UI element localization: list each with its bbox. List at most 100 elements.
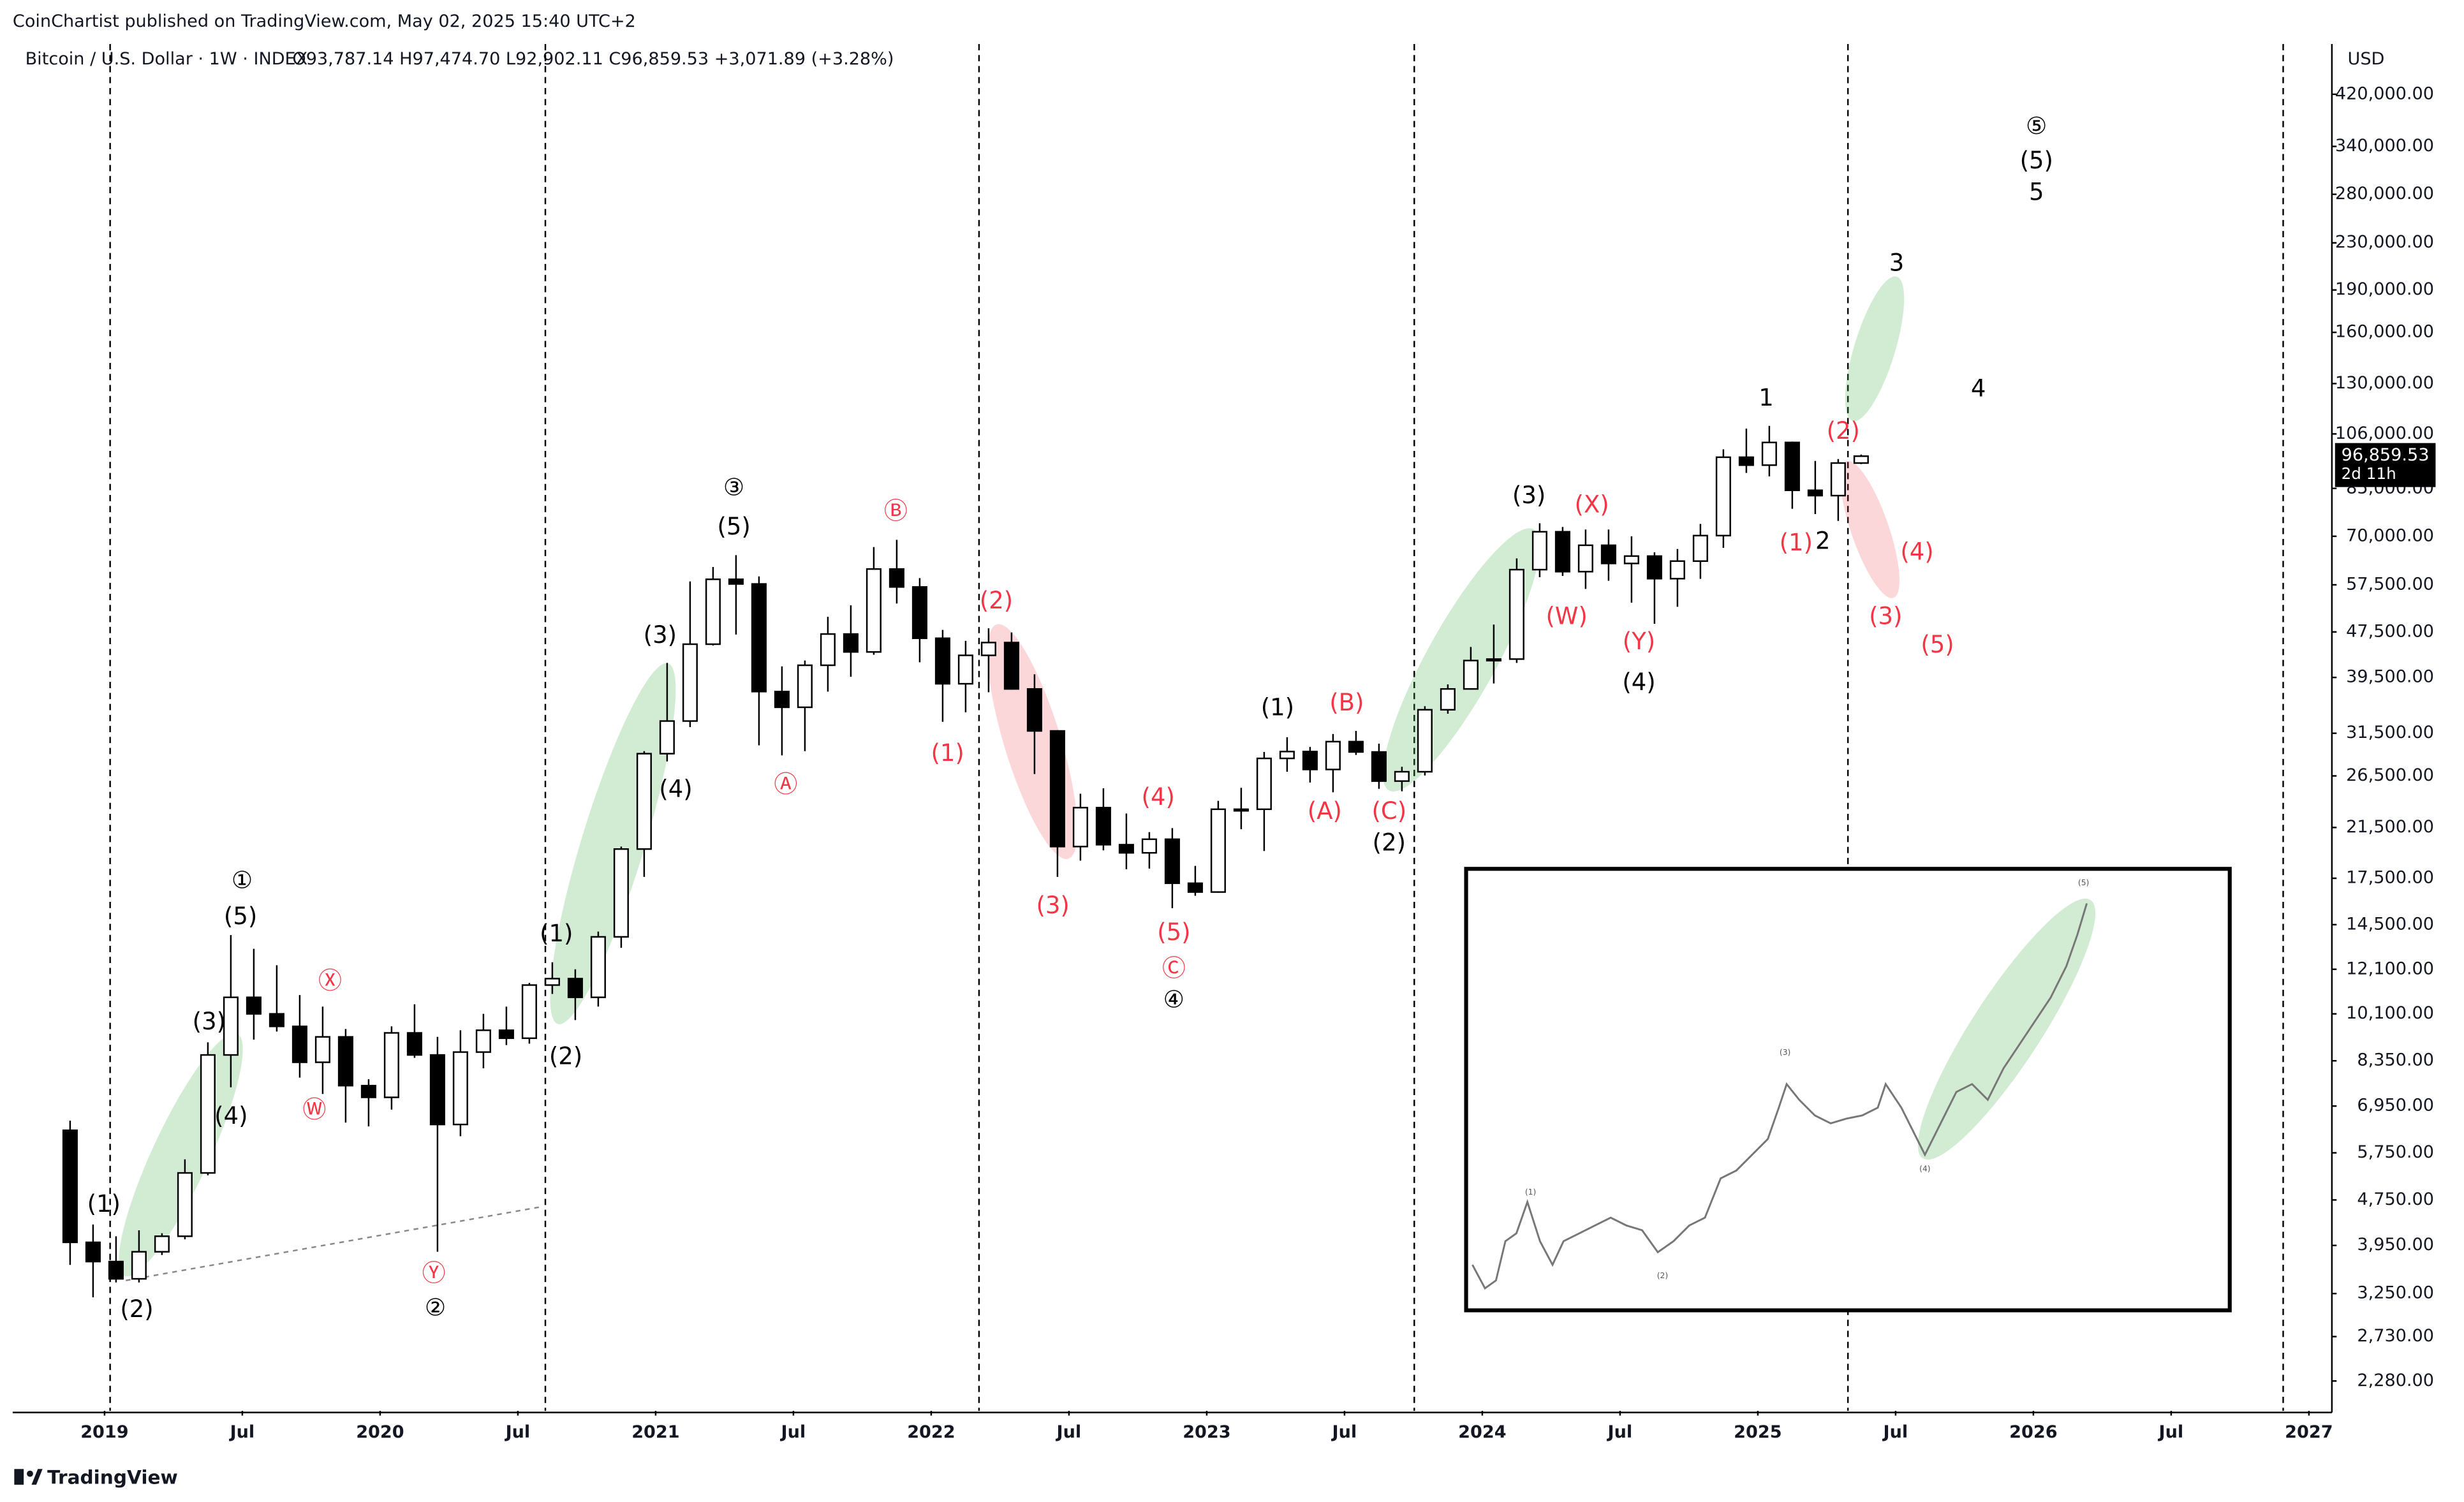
wave-label: (1)	[1261, 693, 1294, 721]
trend-line	[126, 1205, 543, 1281]
candle-body	[1325, 740, 1341, 770]
y-tick-label: 12,100.00	[2346, 959, 2434, 978]
wave-label: (Y)	[1623, 628, 1655, 655]
brand-logo	[27, 1470, 33, 1477]
wave-label: (3)	[193, 1008, 226, 1035]
y-tick-label: 160,000.00	[2335, 322, 2434, 342]
y-tick-label: 130,000.00	[2335, 373, 2434, 393]
candle-body	[980, 642, 996, 656]
y-tick-label: 6,950.00	[2357, 1096, 2434, 1115]
wave-label: (B)	[1329, 689, 1364, 716]
wave-label: (3)	[1869, 603, 1902, 630]
wave-label: (2)	[120, 1295, 153, 1323]
candle-body	[613, 848, 629, 938]
inset-label: (2)	[1657, 1271, 1668, 1280]
symbol: Bitcoin / U.S. Dollar · 1W · INDEX	[26, 49, 308, 69]
currency: USD	[2348, 49, 2385, 69]
candle-body	[314, 1036, 330, 1063]
wave-label: (A)	[1308, 797, 1342, 825]
candle-body	[62, 1129, 78, 1244]
candle-body	[383, 1032, 399, 1098]
y-tick-label: 31,500.00	[2346, 723, 2434, 742]
inset-frame	[1464, 867, 2232, 1313]
y-tick-label: 8,350.00	[2357, 1050, 2434, 1070]
candle-body	[1302, 751, 1318, 770]
x-tick-label: Jul	[1331, 1422, 1357, 1442]
candle-body	[360, 1084, 376, 1098]
candle-body	[659, 720, 675, 755]
candle-body	[1531, 531, 1547, 571]
wave-label: ③	[723, 474, 744, 501]
candle-body	[820, 633, 836, 666]
wave-label: (4)	[1622, 668, 1655, 696]
price-axis-bg	[2331, 0, 2464, 1502]
x-tick-label: 2026	[2009, 1422, 2057, 1442]
wave-label: (4)	[1142, 783, 1175, 811]
wave-label: (2)	[980, 587, 1013, 614]
last-price: 96,859.53	[2342, 445, 2430, 465]
wave-label: (5)	[717, 513, 750, 540]
candle-body	[1233, 808, 1249, 812]
candle-body	[544, 978, 560, 986]
candle-body	[85, 1241, 101, 1263]
axes: 420,000.00 340,000.00 280,000.00 230,000.00…	[80, 84, 2434, 1442]
candle-body	[1279, 751, 1295, 760]
candle-body	[728, 578, 744, 585]
candle-body	[452, 1051, 468, 1126]
candle-body	[177, 1172, 193, 1237]
candle-body	[1600, 544, 1616, 564]
wave-label: (2)	[1827, 417, 1860, 445]
x-tick-label: Jul	[505, 1422, 531, 1442]
wave-label: Ⓐ	[774, 770, 797, 798]
wave-label: Ⓧ	[318, 967, 342, 994]
candle-body	[1761, 441, 1777, 466]
wave-label: ②	[425, 1294, 446, 1322]
brand-logo	[14, 1469, 24, 1485]
y-tick-label: 2,280.00	[2357, 1371, 2434, 1390]
candle-body	[223, 996, 239, 1056]
candle-body	[475, 1029, 491, 1053]
candle-body	[843, 633, 859, 653]
wave-label: (1)	[540, 920, 573, 947]
candle-body	[1440, 688, 1456, 711]
x-tick-label: 2027	[2285, 1422, 2333, 1442]
candle-body	[1554, 531, 1570, 573]
x-tick-label: 2022	[907, 1422, 955, 1442]
price-tag-bg	[2335, 443, 2436, 487]
x-tick-label: 2021	[631, 1422, 679, 1442]
candles	[62, 425, 1869, 1298]
wave-label: (5)	[224, 902, 257, 930]
candle-body	[154, 1235, 170, 1253]
candle-body	[406, 1032, 422, 1056]
candle-body	[1807, 489, 1823, 497]
ohlc: O93,787.14 H97,474.70 L92,902.11 C96,859…	[292, 49, 894, 69]
candle-body	[246, 996, 262, 1015]
x-tick-label: 2025	[1734, 1422, 1782, 1442]
y-tick-label: 230,000.00	[2335, 232, 2434, 252]
y-tick-label: 2,730.00	[2357, 1326, 2434, 1346]
y-tick-label: 21,500.00	[2346, 817, 2434, 837]
inset-label: (3)	[1780, 1048, 1790, 1057]
candle-body	[1830, 462, 1846, 497]
candle-body	[1715, 456, 1731, 536]
candle-body	[1417, 709, 1433, 773]
candle-body	[1095, 807, 1111, 846]
candle-body	[1394, 770, 1410, 782]
wave-label: (5)	[1921, 631, 1954, 658]
y-tick-label: 70,000.00	[2346, 526, 2434, 545]
wave-label: (1)	[87, 1190, 121, 1218]
candle-body	[1371, 751, 1387, 782]
candle-body	[1486, 658, 1501, 662]
candle-body	[521, 984, 537, 1040]
candle-body	[957, 654, 973, 685]
wave-label: 1	[1759, 384, 1774, 411]
publisher: CoinChartist published on TradingView.co…	[13, 11, 636, 31]
candle-body	[1738, 456, 1754, 466]
candle-body	[797, 664, 813, 709]
wave-label: Ⓑ	[884, 497, 908, 525]
candle-body	[705, 578, 721, 645]
brand-logo	[31, 1469, 43, 1485]
y-tick-label: 340,000.00	[2335, 136, 2434, 156]
y-tick-label: 3,950.00	[2357, 1235, 2434, 1255]
